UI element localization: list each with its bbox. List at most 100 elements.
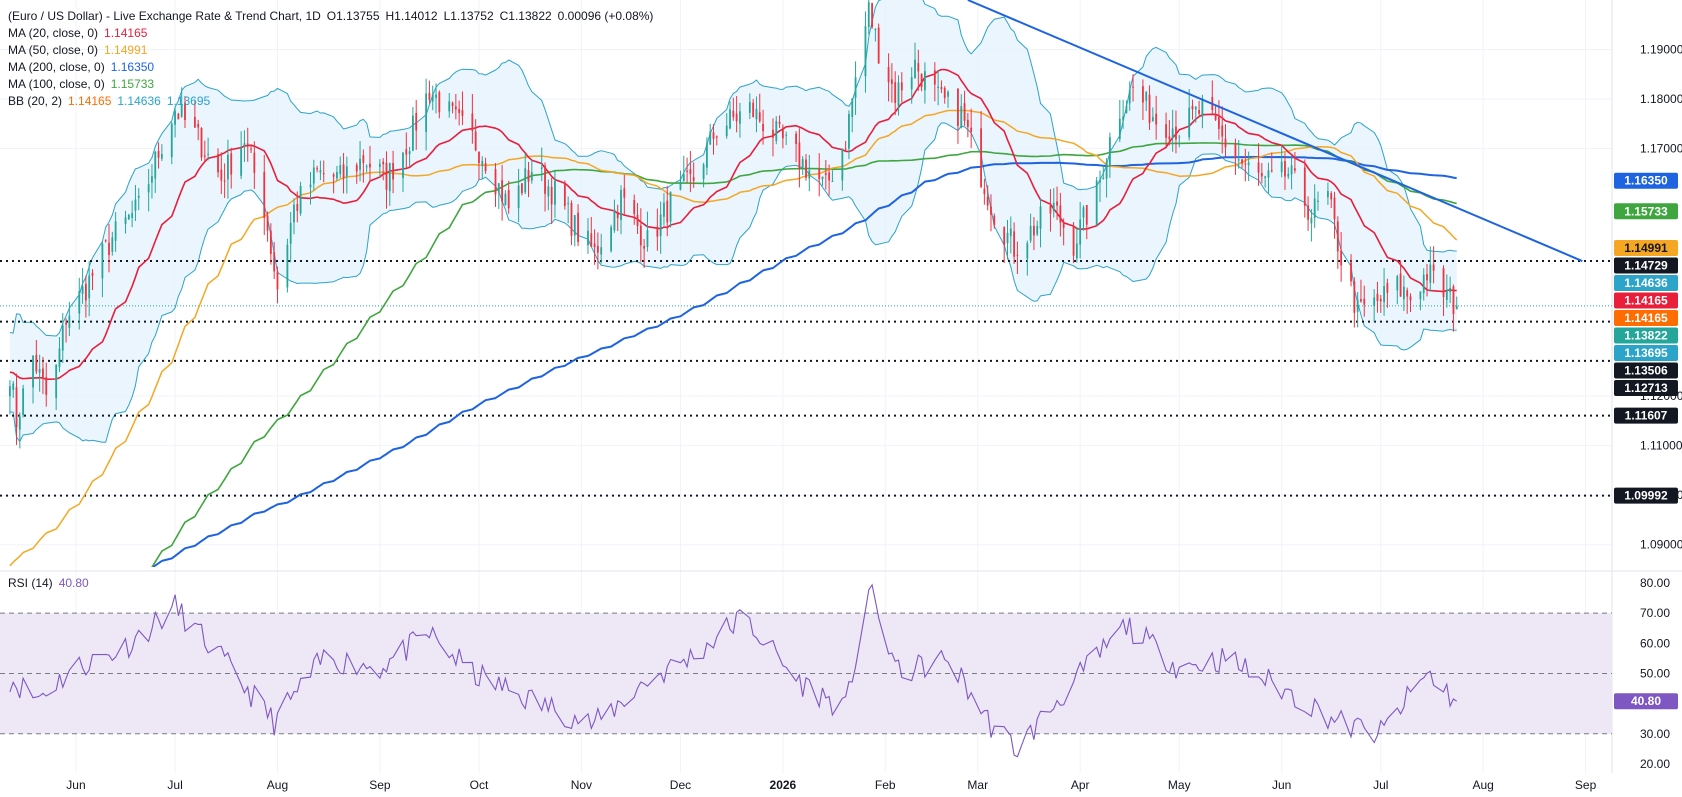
- candle-body: [970, 127, 973, 132]
- candle: [1432, 246, 1435, 284]
- candle: [1082, 205, 1085, 231]
- legend-ma20[interactable]: MA (20, close, 0) 1.14165: [8, 25, 653, 42]
- candle-body: [1373, 297, 1376, 307]
- candle: [1396, 274, 1399, 305]
- candle-body: [748, 101, 751, 113]
- candle-body: [894, 82, 897, 103]
- price-label-bg: [1614, 362, 1678, 379]
- price-label: 1.14165: [1614, 310, 1678, 327]
- candle: [1155, 95, 1158, 140]
- candle-body: [160, 153, 163, 159]
- candle: [524, 153, 527, 195]
- candle-body: [686, 170, 688, 172]
- candle-body: [454, 106, 457, 110]
- candle-body: [521, 183, 523, 194]
- candle-body: [963, 103, 966, 121]
- candle: [157, 142, 160, 169]
- candle-body: [193, 116, 196, 128]
- candle: [1317, 191, 1319, 211]
- candle-body: [1214, 113, 1217, 120]
- candle: [1198, 100, 1200, 116]
- candle-body: [808, 170, 811, 179]
- candle: [666, 185, 669, 237]
- candle: [1188, 89, 1191, 141]
- candle: [15, 373, 18, 445]
- candle: [42, 356, 44, 395]
- candle: [345, 156, 348, 194]
- candle: [563, 180, 566, 210]
- candle-body: [831, 180, 834, 182]
- rsi-legend[interactable]: RSI (14) 40.80: [8, 576, 89, 590]
- candle: [362, 149, 365, 183]
- candle-body: [818, 169, 821, 180]
- price-label: 1.13695: [1614, 345, 1678, 362]
- candle-body: [170, 123, 173, 158]
- candle: [104, 239, 107, 243]
- candle: [339, 156, 342, 179]
- candle: [940, 80, 943, 94]
- candle-body: [1194, 106, 1197, 110]
- candle: [933, 62, 936, 102]
- legend-bb[interactable]: BB (20, 2) 1.14165 1.14636 1.13695: [8, 93, 653, 110]
- candle-body: [184, 102, 186, 120]
- legend-ma200[interactable]: MA (200, close, 0) 1.16350: [8, 59, 653, 76]
- candle-body: [1056, 201, 1058, 206]
- candle-body: [947, 91, 949, 97]
- candle-body: [448, 101, 451, 112]
- candle-body: [554, 180, 556, 205]
- candle: [1445, 274, 1448, 308]
- candle: [848, 110, 850, 160]
- candle-body: [137, 195, 140, 198]
- candle-body: [269, 230, 272, 255]
- candle: [127, 213, 130, 221]
- legend-bb-lower: 1.13695: [166, 94, 211, 108]
- candle-body: [729, 109, 731, 129]
- candle: [530, 159, 533, 184]
- candle-body: [1426, 274, 1428, 281]
- candle: [636, 202, 639, 235]
- candle: [1132, 74, 1134, 102]
- candle: [970, 108, 973, 149]
- candle-body: [65, 323, 67, 325]
- candle: [227, 139, 229, 199]
- candle-body: [656, 226, 659, 237]
- candle-body: [666, 200, 669, 223]
- candle-body: [1099, 179, 1101, 183]
- candle: [1287, 167, 1290, 180]
- candle-body: [276, 271, 279, 290]
- candle: [342, 152, 345, 194]
- candle: [831, 170, 834, 182]
- legend-ma100[interactable]: MA (100, close, 0) 1.15733: [8, 76, 653, 93]
- candle-body: [359, 158, 361, 170]
- candle: [266, 211, 269, 242]
- candle: [841, 148, 844, 191]
- candle-body: [1260, 172, 1263, 177]
- candle-body: [1353, 281, 1356, 313]
- candle: [65, 318, 67, 343]
- candle-body: [207, 153, 210, 155]
- candle-body: [431, 94, 434, 102]
- candle: [1125, 100, 1128, 114]
- candle: [1429, 246, 1432, 292]
- candle-body: [362, 155, 365, 163]
- candle: [1026, 240, 1029, 276]
- candle-body: [798, 142, 801, 169]
- candle: [91, 269, 94, 291]
- candle: [890, 63, 893, 103]
- candle-body: [1340, 250, 1343, 266]
- candle-body: [240, 148, 243, 176]
- candle: [438, 90, 441, 119]
- candle-body: [1379, 298, 1382, 302]
- candle: [243, 130, 246, 162]
- candle-body: [1244, 163, 1247, 165]
- candle-body: [1330, 193, 1333, 200]
- legend-ma50[interactable]: MA (50, close, 0) 1.14991: [8, 42, 653, 59]
- candle-body: [1270, 170, 1273, 172]
- price-label-bg: [1614, 380, 1678, 397]
- candle-body: [1145, 91, 1148, 101]
- candle-body: [266, 215, 269, 231]
- candle-body: [1429, 264, 1432, 283]
- candle-body: [438, 92, 441, 113]
- candle: [336, 165, 338, 181]
